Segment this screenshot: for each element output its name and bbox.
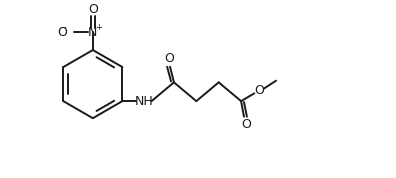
Text: NH: NH — [134, 95, 153, 108]
Text: O: O — [88, 3, 98, 16]
Text: −: − — [59, 23, 66, 32]
Text: +: + — [95, 23, 102, 32]
Text: O: O — [254, 84, 264, 97]
Text: N: N — [88, 26, 97, 39]
Text: O: O — [58, 26, 68, 39]
Text: O: O — [164, 53, 174, 66]
Text: O: O — [241, 118, 251, 131]
